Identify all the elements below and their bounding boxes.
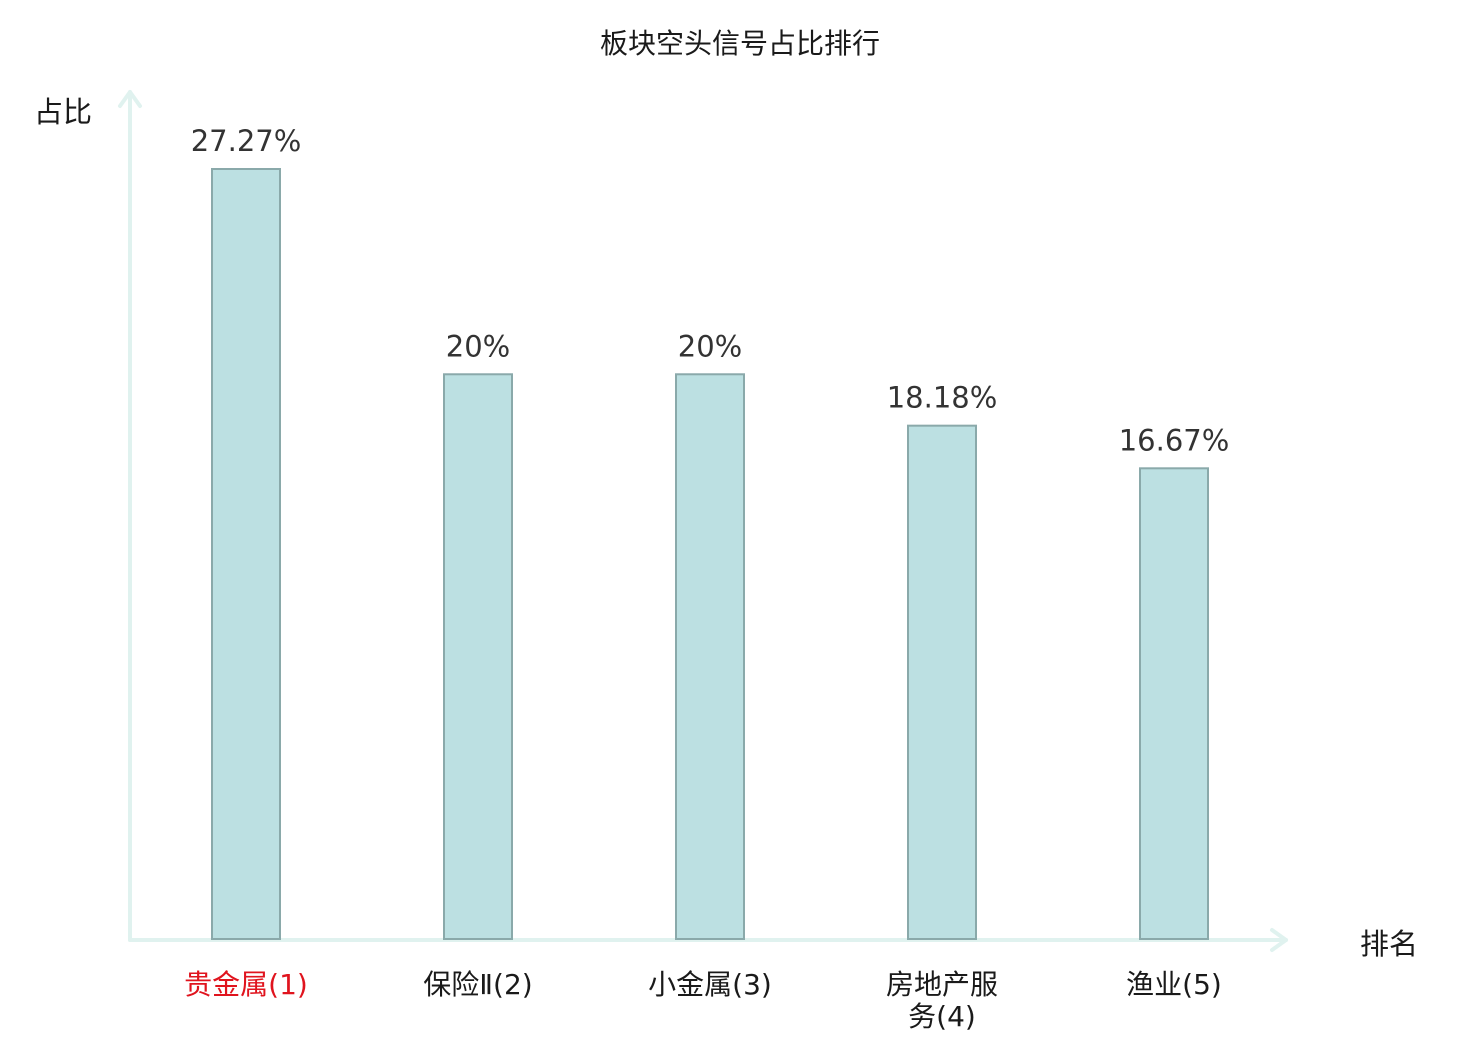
category-label-5: 渔业(5) [1126, 968, 1222, 1001]
bar-5 [1139, 467, 1209, 940]
category-label-1: 贵金属(1) [184, 968, 308, 1001]
y-axis [118, 90, 142, 942]
category-label-4-line-2: 务(4) [908, 1000, 976, 1033]
data-label-1: 27.27% [191, 124, 302, 158]
bars [211, 168, 1209, 940]
category-label-3: 小金属(3) [648, 968, 772, 1001]
bar-4 [907, 424, 977, 940]
chart-title: 板块空头信号占比排行 [600, 27, 880, 60]
bar-1 [211, 168, 281, 940]
data-label-4: 18.18% [887, 381, 998, 415]
data-labels: 27.27% 20% 20% 18.18% 16.67% [191, 124, 1230, 457]
data-label-2: 20% [446, 329, 510, 363]
category-label-2: 保险Ⅱ(2) [423, 968, 532, 1001]
x-axis-label: 排名 [1360, 927, 1418, 961]
data-label-5: 16.67% [1119, 423, 1230, 457]
data-label-3: 20% [678, 329, 742, 363]
bar-2 [443, 373, 513, 940]
category-label-4-line-1: 房地产服 [886, 968, 998, 1001]
bar-3 [675, 373, 745, 940]
y-axis-label: 占比 [34, 95, 92, 129]
